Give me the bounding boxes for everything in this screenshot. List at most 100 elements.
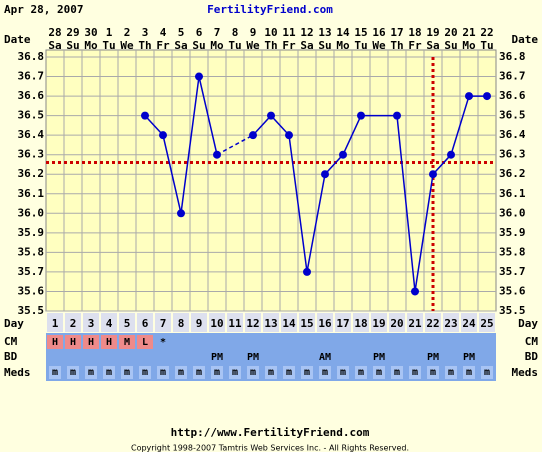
date-label: Apr 28, 2007 <box>4 3 83 16</box>
weekday-label: We <box>120 39 134 52</box>
day-cell <box>425 313 441 332</box>
day-label: 8 <box>178 317 185 330</box>
temperature-point <box>195 72 203 81</box>
date-label: 1 <box>106 26 113 39</box>
meds-cell <box>391 366 403 379</box>
day-label: 20 <box>390 317 403 330</box>
day-label: 9 <box>196 317 203 330</box>
y-tick-label: 36.7 <box>499 70 526 83</box>
meds-cell <box>157 366 169 379</box>
copyright: Copyright 1998-2007 Tamtris Web Services… <box>131 444 409 452</box>
meds-label: m <box>178 367 184 378</box>
row-label: CM <box>4 335 18 348</box>
day-label: 25 <box>480 317 493 330</box>
bd-label: PM <box>463 352 475 363</box>
day-cell <box>83 313 99 332</box>
y-tick-label: 36.0 <box>18 206 45 219</box>
y-tick-label: 36.8 <box>499 50 526 63</box>
cm-label: * <box>160 337 166 348</box>
y-tick-label: 35.8 <box>18 245 45 258</box>
row-label: Meds <box>4 366 31 379</box>
weekday-label: Tu <box>354 39 367 52</box>
y-tick-label: 36.1 <box>18 187 45 200</box>
meds-cell <box>229 366 241 379</box>
date-label: 8 <box>232 26 239 39</box>
day-label: 4 <box>106 317 113 330</box>
cm-label: H <box>106 337 112 348</box>
weekday-label: Fr <box>408 39 422 52</box>
meds-label: m <box>484 367 490 378</box>
day-label: 5 <box>124 317 131 330</box>
weekday-label: Fr <box>156 39 170 52</box>
date-label: 16 <box>372 26 386 39</box>
day-cell <box>191 313 207 332</box>
weekday-label: Tu <box>480 39 493 52</box>
weekday-label: Tu <box>228 39 241 52</box>
y-tick-label: 35.9 <box>499 226 526 239</box>
temperature-point <box>339 150 347 159</box>
meds-cell <box>301 366 313 379</box>
day-cell <box>263 313 279 332</box>
meds-label: m <box>106 367 112 378</box>
meds-label: m <box>214 367 220 378</box>
day-label: 1 <box>52 317 59 330</box>
meds-cell <box>283 366 295 379</box>
y-tick-label: 35.6 <box>499 284 526 297</box>
plot-area <box>45 49 497 312</box>
meds-cell <box>463 366 475 379</box>
bd-label: AM <box>319 352 331 363</box>
day-cell <box>65 313 81 332</box>
y-tick-label: 36.2 <box>18 167 45 180</box>
day-label: 24 <box>462 317 476 330</box>
y-tick-label: 36.6 <box>499 89 526 102</box>
weekday-label: We <box>372 39 386 52</box>
footer-url: http://www.FertilityFriend.com <box>171 426 370 439</box>
date-label: 21 <box>462 26 476 39</box>
weekday-label: Th <box>264 39 277 52</box>
day-cell <box>101 313 117 332</box>
day-cell <box>155 313 171 332</box>
day-label: 11 <box>228 317 242 330</box>
date-label: 3 <box>142 26 149 39</box>
temperature-point <box>159 131 167 140</box>
row-label: Day <box>518 317 538 330</box>
day-label: 6 <box>142 317 149 330</box>
weekday-label: Su <box>444 39 457 52</box>
y-tick-label: 36.4 <box>18 128 45 141</box>
day-cell <box>443 313 459 332</box>
day-label: 3 <box>88 317 95 330</box>
day-cell <box>461 313 477 332</box>
day-label: 21 <box>408 317 422 330</box>
day-label: 17 <box>336 317 349 330</box>
day-cell <box>173 313 189 332</box>
temperature-point <box>267 111 275 120</box>
y-tick-label: 36.2 <box>499 167 526 180</box>
meds-cell <box>67 366 79 379</box>
meds-label: m <box>52 367 58 378</box>
meds-label: m <box>322 367 328 378</box>
day-label: 13 <box>264 317 277 330</box>
cm-label: H <box>88 337 94 348</box>
day-cell <box>47 313 63 332</box>
weekday-label: Su <box>318 39 331 52</box>
day-label: 14 <box>282 317 296 330</box>
meds-cell <box>49 366 61 379</box>
cm-cell <box>65 335 81 349</box>
date-label: 11 <box>282 26 296 39</box>
meds-label: m <box>466 367 472 378</box>
meds-cell <box>337 366 349 379</box>
site-title: FertilityFriend.com <box>207 3 333 16</box>
day-cell <box>119 313 135 332</box>
date-label: 9 <box>250 26 257 39</box>
y-tick-label: 35.9 <box>18 226 45 239</box>
temperature-point <box>249 131 257 140</box>
meds-label: m <box>304 367 310 378</box>
meds-label: m <box>448 367 454 378</box>
y-tick-label: 36.3 <box>18 148 45 161</box>
date-label: 4 <box>160 26 167 39</box>
meds-cell <box>265 366 277 379</box>
y-tick-label: 35.6 <box>18 284 45 297</box>
temperature-point <box>285 131 293 140</box>
weekday-label: Th <box>390 39 403 52</box>
date-label: 13 <box>318 26 331 39</box>
